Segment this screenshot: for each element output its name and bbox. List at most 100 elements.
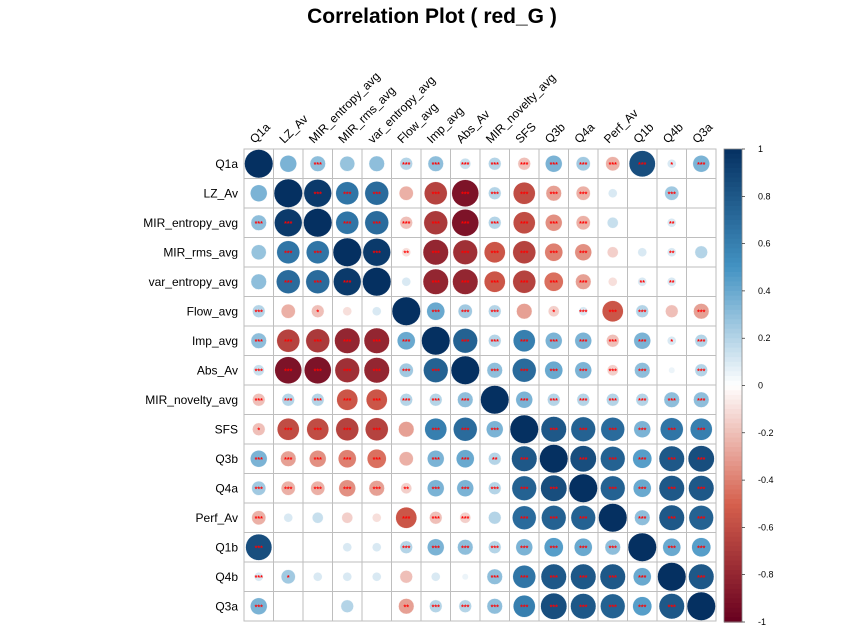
sig-Imp_avg-Perf_Av: *** [609, 339, 617, 346]
sig-Abs_Av-Flow_avg: *** [402, 368, 410, 375]
colorbar-tick-label: -1 [758, 617, 766, 627]
sig-MIR_novelty_avg-LZ_Av: *** [284, 398, 292, 405]
sig-Q1b-Perf_Av: *** [609, 545, 617, 552]
colorbar-segment [724, 357, 742, 363]
colorbar-segment [724, 149, 742, 155]
sig-Flow_avg-Q1b: *** [638, 309, 646, 316]
sig-Perf_Av-Q3b: *** [550, 516, 558, 523]
circle-Q3a-Q3a [686, 591, 716, 621]
col-label-Q1a: Q1a [247, 120, 273, 146]
sig-Q4a-Q1b: *** [638, 486, 646, 493]
colorbar-segment [724, 536, 742, 543]
circle-MIR_entropy_avg-SFS [513, 211, 536, 234]
sig-Q4b-SFS: *** [520, 575, 528, 582]
circle-SFS-LZ_Av [277, 418, 300, 441]
circle-SFS-Flow_avg [398, 421, 415, 438]
circle-Q4a-var_entropy_avg [368, 480, 385, 497]
col-label-Q3a: Q3a [689, 120, 715, 146]
circle-Abs_Av-Perf_Av [607, 364, 619, 376]
circle-Q3a-Perf_Av [600, 593, 626, 619]
colorbar-tick-label: -0.2 [758, 428, 774, 438]
sig-MIR_rms_avg-SFS: *** [520, 250, 528, 257]
circle-MIR_rms_avg-var_entropy_avg [362, 238, 391, 267]
circle-Q4b-var_entropy_avg [372, 572, 382, 582]
circle-MIR_rms_avg-Q3a [694, 245, 708, 259]
colorbar-segment [724, 598, 742, 604]
column-labels: Q1a LZ_AvMIR_entropy_avgMIR_rms_avgvar_en… [247, 69, 716, 146]
circle-Q1b-MIR_novelty_avg [488, 540, 502, 554]
circle-Q3b-Q1a [250, 450, 268, 468]
circle-Perf_Av-Q4b [658, 504, 685, 531]
circle-Q3a-Q4b [658, 593, 685, 620]
circle-MIR_novelty_avg-Q4a [576, 393, 590, 407]
sig-MIR_entropy_avg-Q1a: *** [255, 221, 263, 228]
circle-LZ_Av-Q1a [250, 184, 268, 202]
colorbar-segment [724, 210, 742, 216]
colorbar-segment [724, 276, 742, 283]
cell-MIR_entropy_avg-Q1b [627, 207, 658, 238]
circle-Imp_avg-Abs_Av [452, 328, 478, 354]
colorbar-segment [724, 593, 742, 599]
sig-Q3b-var_entropy_avg: *** [373, 457, 381, 464]
circle-LZ_Av-Imp_avg [424, 181, 448, 205]
circle-MIR_novelty_avg-MIR_rms_avg [336, 388, 359, 411]
circle-MIR_novelty_avg-Perf_Av [606, 393, 620, 407]
sig-Q1b-Q3b: *** [550, 545, 558, 552]
sig-var_entropy_avg-Imp_avg: *** [432, 280, 440, 287]
sig-Q3b-LZ_Av: *** [284, 457, 292, 464]
circle-MIR_novelty_avg-Abs_Av [457, 391, 474, 408]
sig-Q3b-MIR_rms_avg: *** [343, 457, 351, 464]
circle-Flow_avg-SFS [516, 303, 533, 320]
row-label-MIR_novelty_avg: MIR_novelty_avg [145, 393, 238, 407]
sig-Q3b-Q3a: *** [697, 457, 705, 464]
sig-Imp_avg-MIR_novelty_avg: *** [491, 339, 499, 346]
circle-Q1a-MIR_novelty_avg [488, 157, 502, 171]
circle-Perf_Av-MIR_novelty_avg [488, 511, 502, 525]
circle-Q4b-Q3a [688, 563, 715, 590]
circle-Q1b-Q4b [662, 538, 681, 557]
circle-Q1b-var_entropy_avg [372, 542, 382, 552]
sig-SFS-Abs_Av: *** [461, 427, 469, 434]
sig-Q1a-Q1b: *** [638, 162, 646, 169]
sig-Q4a-Flow_avg: ** [404, 486, 410, 493]
row-label-Perf_Av: Perf_Av [196, 511, 238, 525]
circle-SFS-Q3a [690, 418, 713, 441]
circle-Q4a-Q1a [251, 480, 267, 496]
circle-Perf_Av-Q1a [251, 510, 267, 526]
circle-Flow_avg-Perf_Av [601, 300, 624, 323]
circle-Perf_Av-Flow_avg [395, 506, 418, 529]
sig-SFS-Perf_Av: *** [609, 427, 617, 434]
colorbar-segment [724, 347, 742, 353]
sig-SFS-LZ_Av: *** [284, 427, 292, 434]
circle-Q1b-Abs_Av [457, 539, 474, 556]
sig-Flow_avg-Q3a: *** [697, 309, 705, 316]
colorbar-segment [724, 437, 742, 443]
circle-Imp_avg-Q3a [694, 334, 708, 348]
circle-Q1a-Perf_Av [605, 156, 621, 172]
circle-MIR_novelty_avg-Q4b [663, 391, 680, 408]
circle-var_entropy_avg-Q3b [543, 271, 564, 292]
row-labels: Q1a LZ_Av MIR_entropy_avg MIR_rms_avg var_en… [143, 157, 238, 614]
sig-MIR_novelty_avg-Q1a: *** [255, 398, 263, 405]
circle-Q4a-Q1b [633, 479, 652, 498]
colorbar-segment [724, 569, 742, 576]
circle-Q1a-Q3a [692, 155, 710, 173]
sig-MIR_novelty_avg-Q4b: *** [668, 398, 676, 405]
sig-MIR_novelty_avg-Imp_avg: *** [432, 398, 440, 405]
sig-var_entropy_avg-LZ_Av: *** [284, 280, 292, 287]
colorbar-segment [724, 342, 742, 349]
colorbar-segment [724, 588, 742, 595]
colorbar-segment [724, 248, 742, 254]
colorbar-segment [724, 182, 742, 188]
sig-Q4a-MIR_entropy_avg: *** [314, 486, 322, 493]
colorbar-segment [724, 153, 742, 160]
circle-Perf_Av-SFS [512, 505, 537, 530]
colorbar-segment [724, 499, 742, 505]
circle-Q3b-Perf_Av [600, 446, 626, 472]
sig-Q1b-Q4a: *** [579, 545, 587, 552]
sig-Imp_avg-MIR_entropy_avg: *** [314, 339, 322, 346]
circle-Perf_Av-Q3b [541, 505, 567, 531]
circle-Q1b-Q1b [627, 532, 657, 562]
sig-SFS-Q1b: *** [638, 427, 646, 434]
circle-SFS-Perf_Av [600, 417, 625, 442]
